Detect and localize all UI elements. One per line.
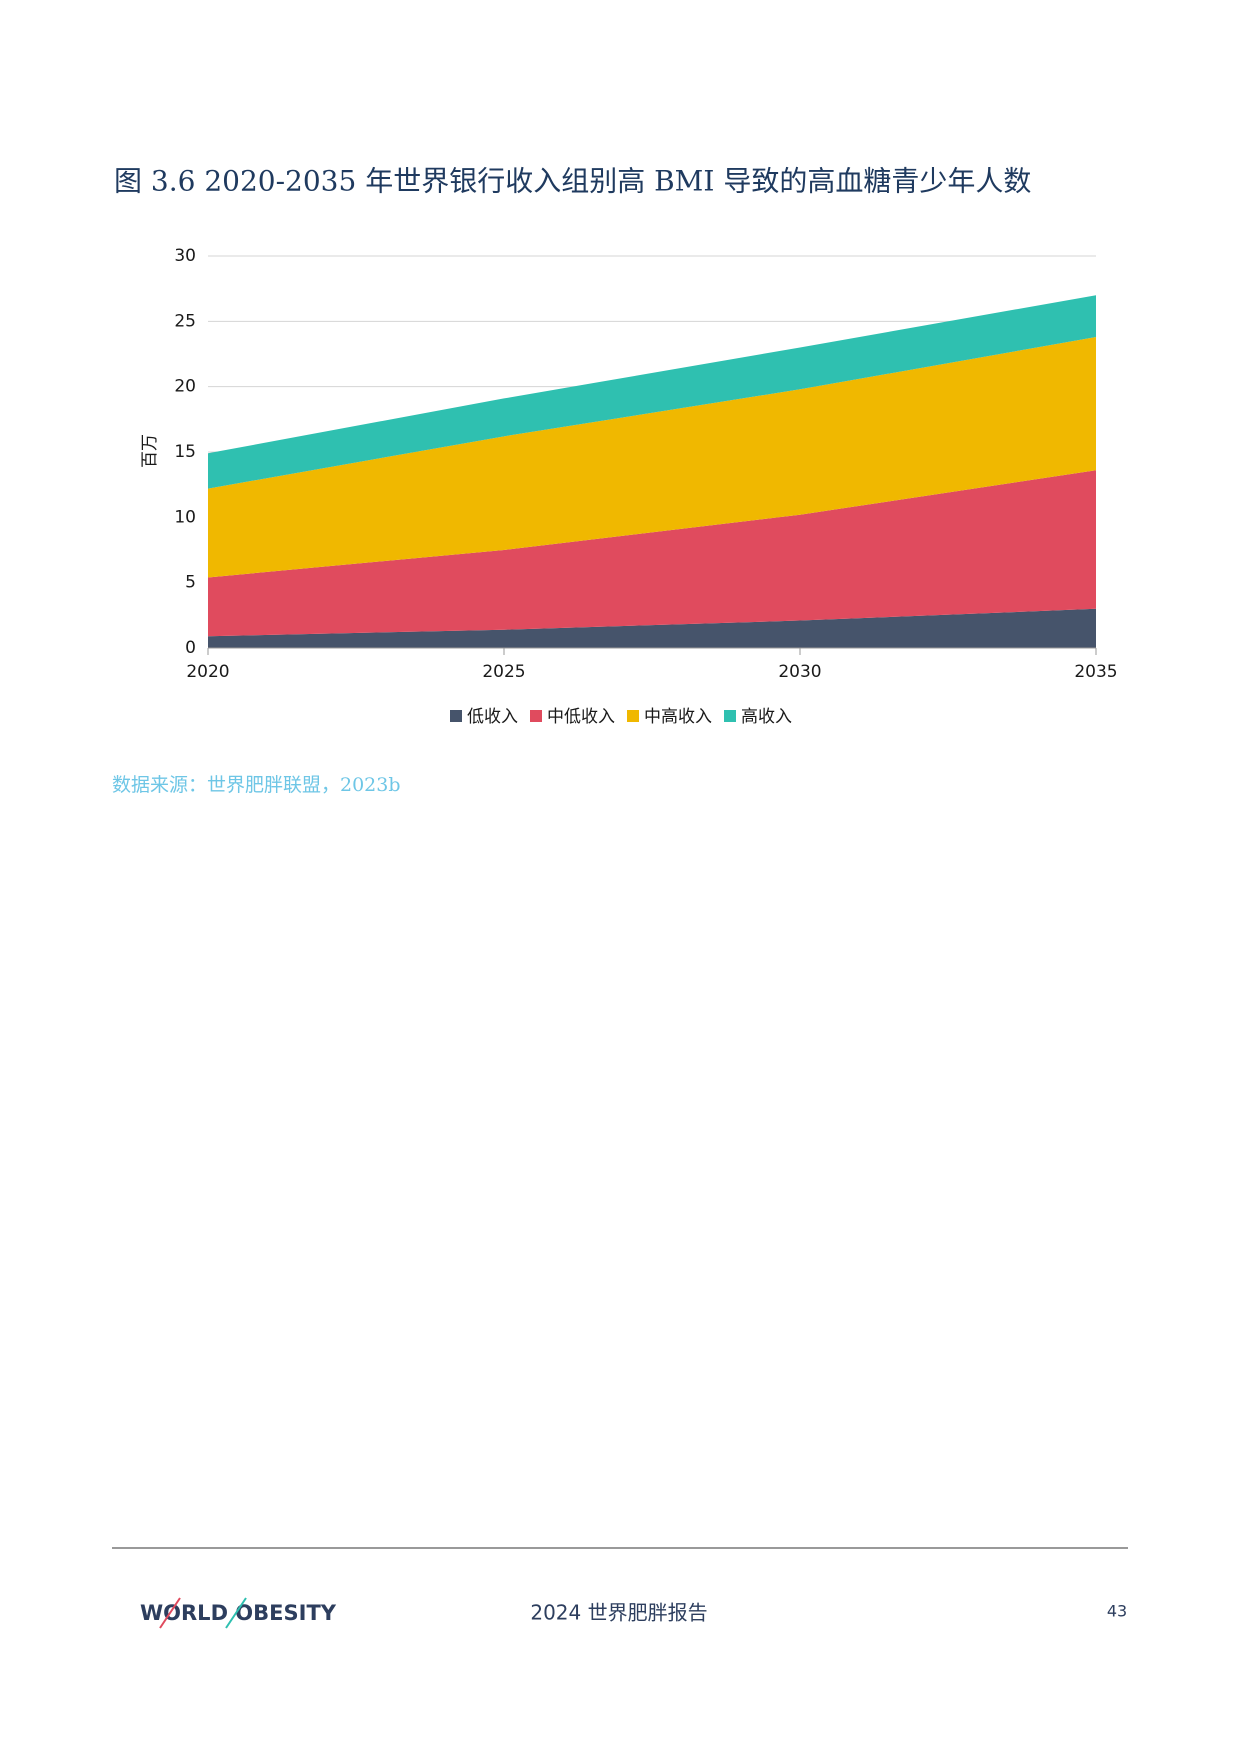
legend-item: 低收入	[450, 707, 518, 727]
footer-report: 2024 世界肥胖报告	[530, 1601, 707, 1625]
legend-swatch	[627, 710, 639, 722]
area	[208, 470, 1096, 637]
legend-item: 高收入	[724, 707, 792, 727]
x-tick-label: 2025	[482, 662, 525, 682]
logo-slash	[225, 1597, 247, 1629]
legend-swatch	[450, 710, 462, 722]
y-axis-label: 百万	[140, 434, 160, 468]
legend-label: 中低收入	[547, 707, 615, 727]
area	[208, 608, 1096, 648]
y-tick-label: 30	[174, 246, 196, 266]
y-tick-label: 15	[174, 442, 196, 462]
source: 数据来源：世界肥胖联盟，2023b	[112, 774, 401, 796]
plot: 0510152025302020 2025 2030 2035低收入 中低收入 中高收入高…	[174, 246, 1117, 727]
y-tick-label: 5	[185, 573, 196, 593]
area	[208, 295, 1096, 489]
legend-item: 中高收入	[627, 707, 712, 727]
y-tick-label: 20	[174, 377, 196, 397]
area	[208, 337, 1096, 578]
legend-item: 中低收入	[530, 707, 615, 727]
x-tick-label: 2030	[778, 662, 821, 682]
x-tick-label: 2035	[1074, 662, 1117, 682]
x-tick-label: 2020	[186, 662, 229, 682]
footer-logo: WORLD OBESITY	[140, 1601, 337, 1625]
legend-label: 低收入	[467, 707, 518, 727]
page-number: 43	[1107, 1602, 1127, 1621]
chart-title: 图 3.6 2020-2035 年世界银行收入组别高 BMI 导致的高血糖青少年…	[114, 165, 1031, 198]
y-tick-label: 10	[174, 507, 196, 527]
legend: 低收入 中低收入 中高收入 高收入	[450, 707, 792, 727]
y-tick-label: 25	[174, 311, 196, 331]
y-tick-label: 0	[185, 638, 196, 658]
legend-label: 高收入	[741, 707, 792, 727]
logo-slash	[159, 1597, 181, 1629]
legend-swatch	[724, 710, 736, 722]
legend-label: 中高收入	[644, 707, 712, 727]
legend-swatch	[530, 710, 542, 722]
